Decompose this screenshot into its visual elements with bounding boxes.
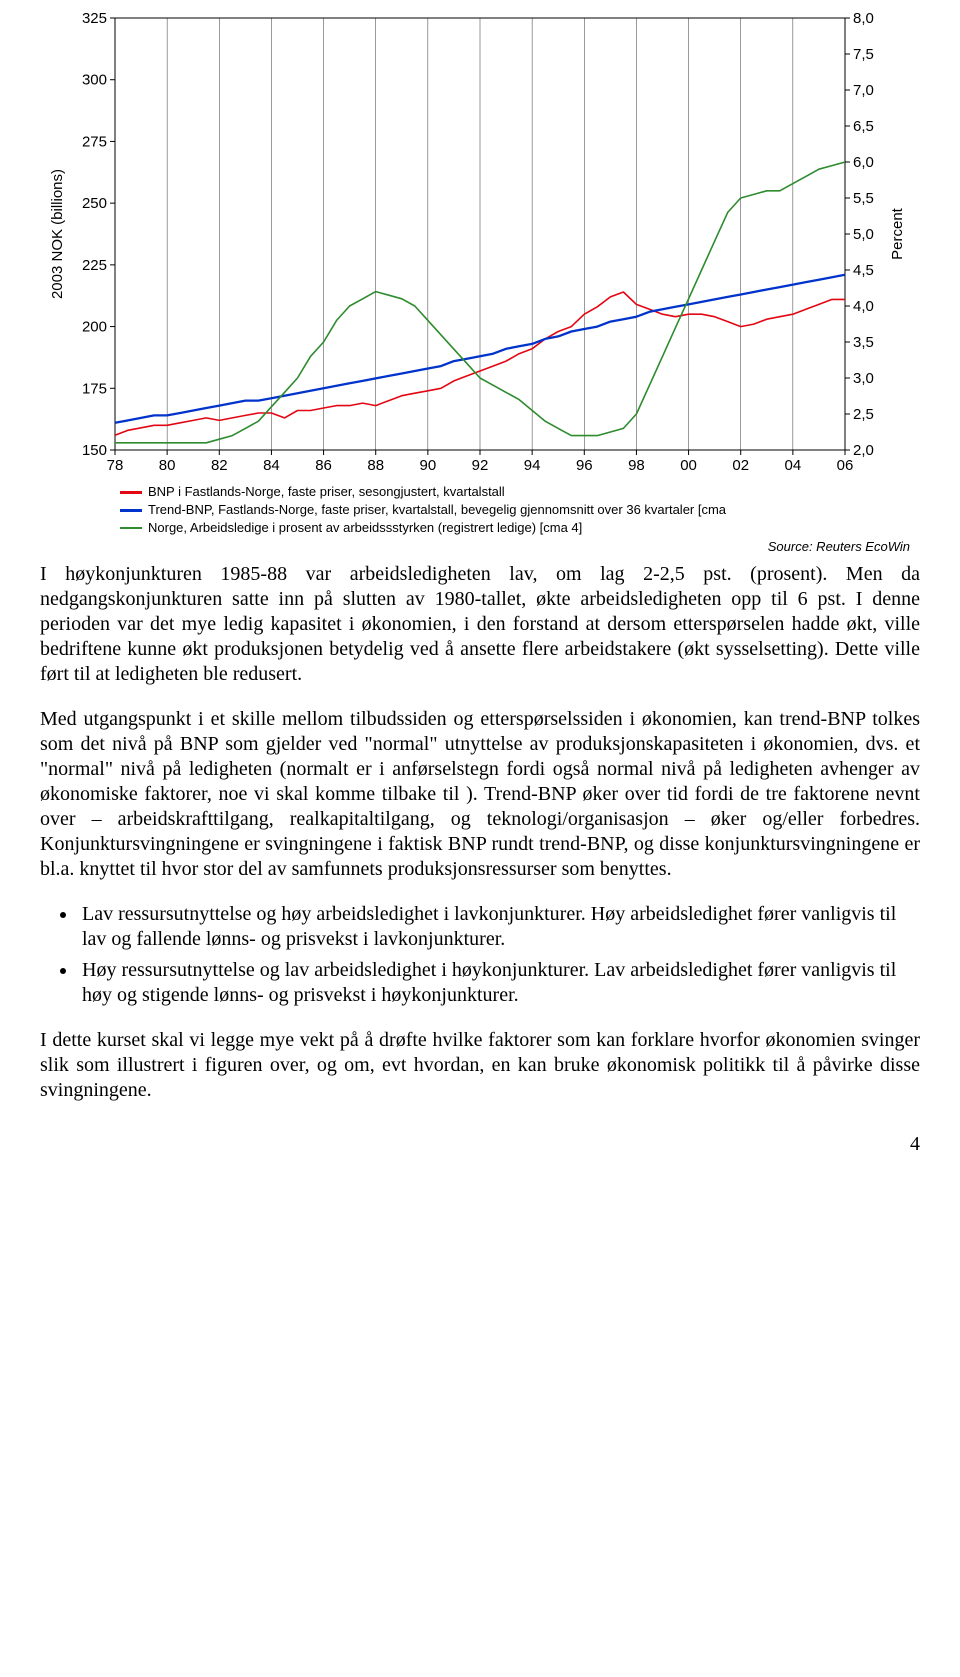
svg-text:3,0: 3,0 (853, 370, 874, 387)
legend-item: Norge, Arbeidsledige i prosent av arbeid… (120, 520, 920, 537)
svg-text:90: 90 (420, 457, 437, 474)
bullet-list: Lav ressursutnyttelse og høy arbeidsledi… (78, 902, 920, 1008)
svg-text:3,5: 3,5 (853, 334, 874, 351)
svg-text:275: 275 (82, 133, 107, 150)
svg-text:00: 00 (680, 457, 697, 474)
paragraph-1: I høykonjunkturen 1985-88 var arbeidsled… (40, 562, 920, 687)
chart-container: 78 80 82 84 86 88 90 92 94 96 98 00 02 04 06 150 175 200 2… (40, 10, 920, 554)
legend-swatch (120, 491, 142, 494)
paragraph-2: Med utgangspunkt i et skille mellom tilb… (40, 707, 920, 882)
svg-text:5,5: 5,5 (853, 190, 874, 207)
svg-text:6,0: 6,0 (853, 154, 874, 171)
svg-text:150: 150 (82, 442, 107, 459)
svg-text:4,0: 4,0 (853, 298, 874, 315)
svg-text:02: 02 (732, 457, 749, 474)
svg-text:300: 300 (82, 72, 107, 89)
svg-text:82: 82 (211, 457, 228, 474)
main-chart: 78 80 82 84 86 88 90 92 94 96 98 00 02 04 06 150 175 200 2… (40, 10, 920, 480)
legend-label: BNP i Fastlands-Norge, faste priser, ses… (148, 484, 505, 501)
svg-text:4,5: 4,5 (853, 262, 874, 279)
svg-text:7,0: 7,0 (853, 82, 874, 99)
svg-text:6,5: 6,5 (853, 118, 874, 135)
chart-legend: BNP i Fastlands-Norge, faste priser, ses… (120, 484, 920, 537)
legend-item: BNP i Fastlands-Norge, faste priser, ses… (120, 484, 920, 501)
svg-text:92: 92 (472, 457, 489, 474)
svg-text:8,0: 8,0 (853, 10, 874, 27)
svg-text:225: 225 (82, 257, 107, 274)
legend-swatch (120, 527, 142, 530)
svg-text:175: 175 (82, 380, 107, 397)
svg-text:2,5: 2,5 (853, 406, 874, 423)
legend-label: Trend-BNP, Fastlands-Norge, faste priser… (148, 502, 726, 519)
svg-text:2003 NOK (billions): 2003 NOK (billions) (49, 169, 66, 299)
svg-text:7,5: 7,5 (853, 46, 874, 63)
svg-text:94: 94 (524, 457, 541, 474)
svg-text:06: 06 (837, 457, 854, 474)
svg-text:88: 88 (367, 457, 384, 474)
chart-source: Source: Reuters EcoWin (40, 539, 910, 554)
svg-text:84: 84 (263, 457, 280, 474)
svg-text:98: 98 (628, 457, 645, 474)
svg-text:325: 325 (82, 10, 107, 27)
svg-text:5,0: 5,0 (853, 226, 874, 243)
svg-text:Percent: Percent (889, 207, 906, 260)
paragraph-3: I dette kurset skal vi legge mye vekt på… (40, 1028, 920, 1103)
svg-text:96: 96 (576, 457, 593, 474)
legend-swatch (120, 509, 142, 512)
legend-item: Trend-BNP, Fastlands-Norge, faste priser… (120, 502, 920, 519)
bullet-item: Høy ressursutnyttelse og lav arbeidsledi… (78, 958, 920, 1008)
svg-text:80: 80 (159, 457, 176, 474)
svg-text:78: 78 (107, 457, 124, 474)
svg-text:2,0: 2,0 (853, 442, 874, 459)
svg-text:250: 250 (82, 195, 107, 212)
svg-text:04: 04 (785, 457, 802, 474)
legend-label: Norge, Arbeidsledige i prosent av arbeid… (148, 520, 582, 537)
bullet-item: Lav ressursutnyttelse og høy arbeidsledi… (78, 902, 920, 952)
svg-text:86: 86 (315, 457, 332, 474)
page-number: 4 (40, 1133, 920, 1156)
svg-text:200: 200 (82, 319, 107, 336)
